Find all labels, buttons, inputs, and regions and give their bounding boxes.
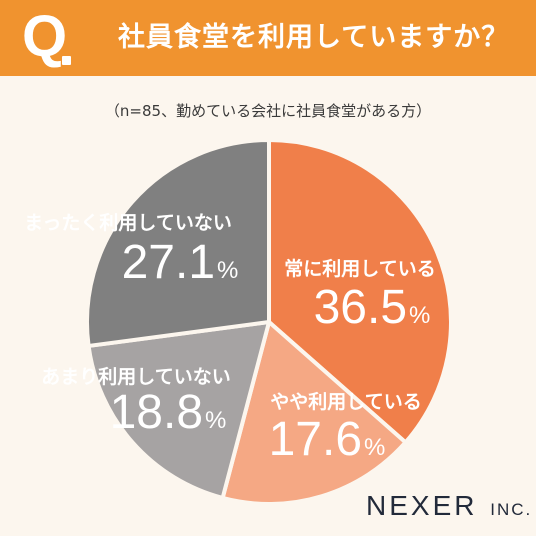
slice-value-always: 36.5% — [314, 281, 431, 334]
slice-label-rarely: あまり利用していない — [41, 366, 230, 388]
question-title: 社員食堂を利用していますか？ — [118, 22, 510, 53]
pie-slice-sometimes — [220, 320, 408, 506]
brand-suffix: INC. — [490, 500, 533, 519]
slice-value-rarely: 18.8% — [110, 386, 227, 439]
slice-label-sometimes: やや利用している — [270, 391, 421, 413]
slice-label-always: 常に利用している — [284, 257, 435, 280]
q-dot — [62, 56, 71, 65]
pie-slice-never — [85, 138, 271, 348]
sample-note: （n=85、勤めている会社に社員食堂がある方） — [104, 102, 432, 120]
slice-value-sometimes: 17.6% — [269, 413, 386, 466]
brand-logo: NEXER INC. — [366, 488, 532, 528]
pie-slice-always — [267, 138, 453, 445]
slice-value-never: 27.1% — [122, 236, 239, 289]
q-mark: Q — [22, 4, 68, 69]
slice-label-never: まったく利用していない — [24, 212, 232, 234]
brand-name: NEXER — [366, 490, 478, 521]
pie-slice-rarely — [86, 320, 271, 500]
question-header: Q 社員食堂を利用していますか？ — [0, 0, 536, 76]
